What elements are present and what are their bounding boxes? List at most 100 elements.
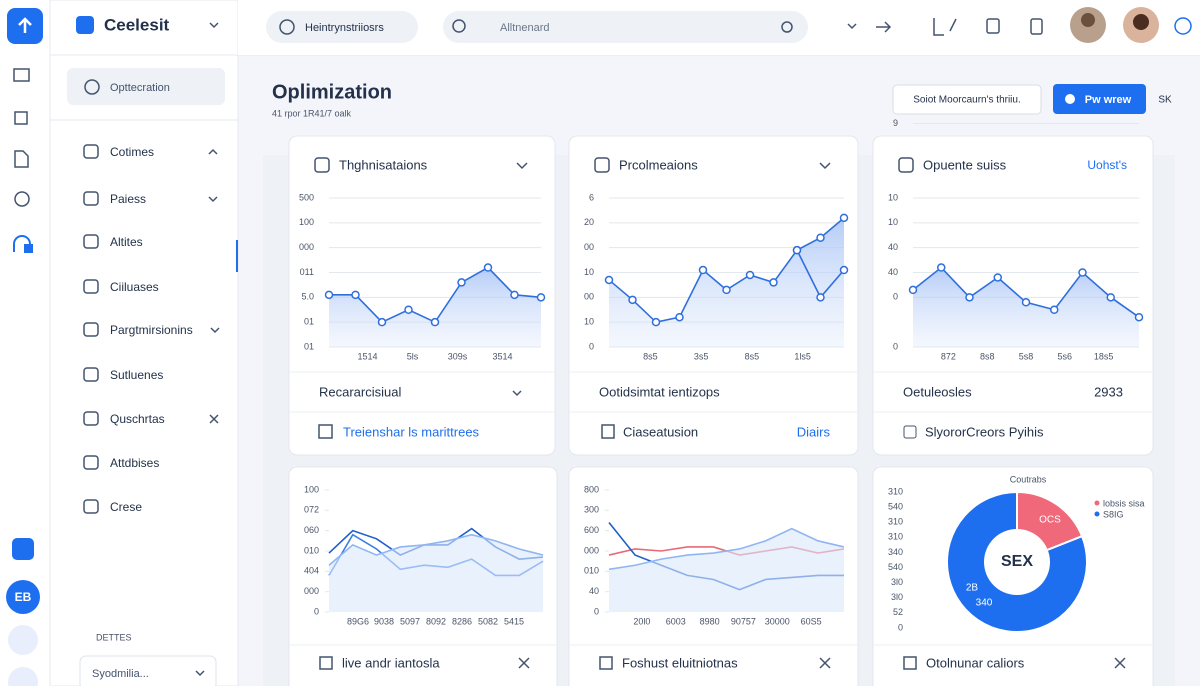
card-title: Thghnisataions	[339, 157, 428, 172]
y-tick-label: 0	[893, 341, 898, 351]
footer-select[interactable]: Ootidsimtat ientizops	[599, 384, 720, 399]
nav-icon	[83, 411, 99, 426]
topbar-icon[interactable]	[847, 23, 857, 30]
topbar-icon[interactable]	[1030, 18, 1043, 35]
point	[604, 275, 614, 285]
y-tick-label: 500	[299, 192, 314, 202]
card-title: Prcolmeaions	[619, 157, 698, 172]
topbar-icon[interactable]	[876, 21, 892, 33]
nav-item[interactable]: Ciiluases	[110, 280, 159, 294]
legend-label: lobsis sisa	[1103, 498, 1145, 508]
y-tick-label: 00	[584, 292, 594, 302]
x-tick-label: 90757	[731, 616, 756, 626]
rail-icon[interactable]	[14, 150, 29, 168]
select[interactable]	[79, 655, 217, 686]
x-tick-label: 1514	[357, 351, 377, 361]
sidebar	[49, 0, 239, 686]
x-tick-label: 5ls	[407, 351, 419, 361]
side-label: 52	[893, 607, 903, 617]
nav-item[interactable]: Sutluenes	[110, 368, 163, 382]
topbar-icon[interactable]	[986, 18, 1000, 34]
rail-app[interactable]	[12, 538, 34, 560]
chevron[interactable]	[210, 327, 220, 334]
nav-item[interactable]: Attdbises	[110, 456, 159, 470]
nav-item[interactable]: Cotimes	[110, 145, 154, 159]
sidebar-search[interactable]	[67, 68, 225, 105]
rail-badge-text: EB	[15, 590, 32, 604]
rail-icon[interactable]	[8, 667, 38, 686]
avatar-face	[1133, 14, 1149, 30]
y-tick-label: 40	[589, 586, 599, 596]
chevron[interactable]	[208, 196, 218, 203]
rail-badge[interactable]	[6, 580, 40, 614]
point	[1050, 305, 1059, 314]
card-icon	[903, 656, 917, 670]
x-tick-label: 3514	[492, 351, 512, 361]
checkbox[interactable]	[903, 425, 917, 439]
y-tick-label: 40	[888, 267, 898, 277]
y-tick-label: 01	[304, 317, 314, 327]
card-action[interactable]: Uohst's	[1087, 158, 1127, 172]
brand: Ceelesit	[104, 15, 170, 34]
x-tick-label: 60S5	[801, 616, 822, 626]
footer-link[interactable]: Treienshar ls marittrees	[343, 424, 480, 439]
area	[329, 267, 541, 347]
point	[457, 278, 466, 287]
footer-select[interactable]: Recararcisiual	[319, 384, 401, 399]
footer-link[interactable]: Diairs	[797, 424, 831, 439]
slice-label: 2B	[966, 583, 979, 594]
y-tick-label: 0	[594, 606, 599, 616]
point	[908, 285, 918, 295]
nav-item[interactable]: Paiess	[110, 192, 146, 206]
x-tick-label: 8092	[426, 616, 446, 626]
nav-item[interactable]: Altites	[110, 235, 143, 249]
nav-item[interactable]: Quschrtas	[110, 412, 165, 426]
primary-button[interactable]	[1053, 84, 1146, 114]
card-title: Opuente suiss	[923, 157, 1007, 172]
y-tick-label: 10	[888, 192, 898, 202]
x-tick-label: 5415	[504, 616, 524, 626]
legend-swatch	[1094, 500, 1100, 506]
brand-logo	[76, 16, 94, 34]
x-tick-label: 30000	[765, 616, 790, 626]
point	[377, 317, 387, 327]
rail-icon[interactable]	[13, 235, 31, 252]
topbar-icon[interactable]	[933, 18, 957, 36]
search-box[interactable]	[443, 11, 808, 43]
secondary-button[interactable]	[892, 84, 1042, 115]
chevron[interactable]	[208, 148, 218, 155]
rail-icon[interactable]	[14, 111, 28, 125]
close-icon[interactable]	[518, 657, 530, 669]
search-settings[interactable]	[781, 21, 793, 33]
page-subtitle: 41 rpor 1R41/7 oalk	[272, 108, 352, 118]
nav-item[interactable]: Pargtmirsionins	[110, 323, 193, 337]
x-tick-label: 18s5	[1094, 351, 1114, 361]
item-icon	[601, 424, 615, 439]
rail-icon[interactable]	[14, 191, 30, 207]
point	[1134, 312, 1144, 322]
secondary-button-text: Soiot Moorcaurn's thriiu.	[913, 95, 1021, 106]
workspace-switch[interactable]	[266, 11, 418, 43]
search-placeholder: Alltnenard	[500, 22, 550, 34]
card-icon	[898, 157, 914, 173]
point	[698, 265, 708, 275]
chevron[interactable]	[516, 162, 528, 170]
nav-item[interactable]: Crese	[110, 500, 142, 514]
rail-icon[interactable]	[8, 625, 38, 655]
x-tick-label: 6003	[666, 616, 686, 626]
point	[792, 245, 802, 255]
chevron[interactable]	[209, 22, 219, 29]
card	[288, 135, 556, 456]
rail-icon[interactable]	[13, 68, 30, 82]
side-label: 310	[888, 532, 903, 542]
y-tick-label: 10	[584, 267, 594, 277]
close-icon[interactable]	[1114, 657, 1126, 669]
chevron[interactable]	[819, 162, 831, 170]
chevron[interactable]	[512, 390, 522, 397]
close-icon[interactable]	[819, 657, 831, 669]
topbar-icon[interactable]	[1174, 17, 1192, 35]
legend-swatch	[1094, 511, 1100, 517]
close-icon[interactable]	[209, 414, 219, 424]
workspace: Heintrynstriiosrs	[305, 22, 384, 34]
